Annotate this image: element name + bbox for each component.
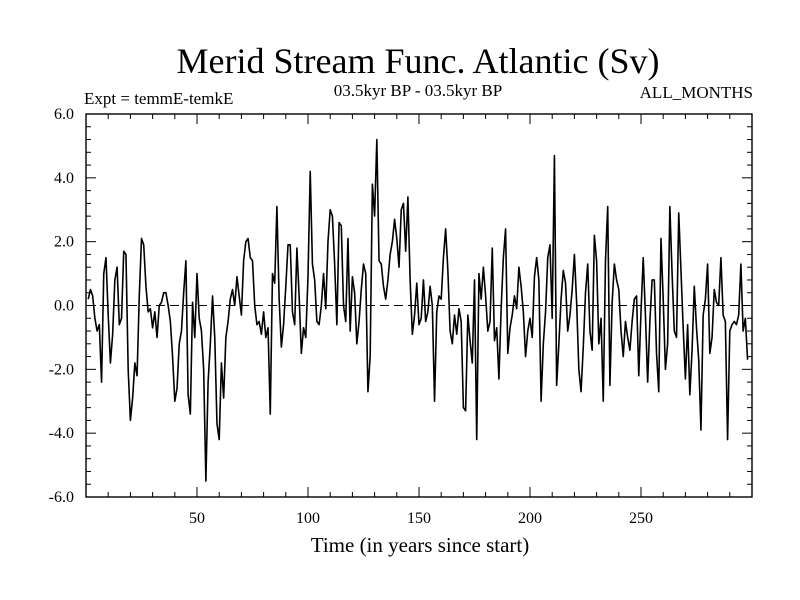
- period-label: 03.5kyr BP - 03.5kyr BP: [334, 81, 502, 100]
- x-axis-label: Time (in years since start): [311, 533, 530, 557]
- y-tick-label: -4.0: [49, 425, 74, 442]
- months-label: ALL_MONTHS: [640, 83, 753, 102]
- y-tick-label: -6.0: [49, 489, 74, 506]
- y-tick-label: -2.0: [49, 361, 74, 378]
- x-tick-label: 150: [407, 510, 431, 527]
- y-tick-label: 6.0: [54, 106, 74, 123]
- y-tick-label: 2.0: [54, 234, 74, 251]
- x-tick-label: 50: [189, 510, 205, 527]
- series-line-temmE-temkE: [87, 138, 749, 482]
- y-tick-label: 0.0: [54, 298, 74, 315]
- plot-area: 50 100 150 200 250 -6.0 -4.0 -2.0 0.0 2.0 4.0 6.0: [49, 106, 753, 527]
- y-tick-label: 4.0: [54, 170, 74, 187]
- x-tick-label: 200: [518, 510, 542, 527]
- chart-title: Merid Stream Func. Atlantic (Sv): [177, 41, 660, 81]
- x-tick-label: 100: [296, 510, 320, 527]
- experiment-label: Expt = temmE-temkE: [84, 89, 233, 108]
- x-tick-label: 250: [629, 510, 653, 527]
